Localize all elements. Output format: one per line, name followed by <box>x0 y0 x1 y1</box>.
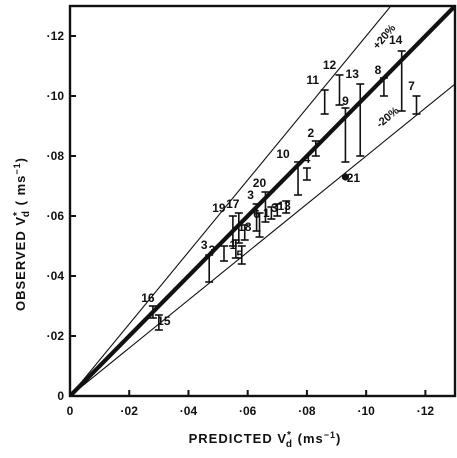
one-to-one-line <box>70 6 455 396</box>
y-tick-label: ·10 <box>47 89 65 103</box>
point-label: 3 <box>209 243 216 257</box>
point-label: 17 <box>226 197 240 211</box>
x-tick-label: ·06 <box>239 404 257 418</box>
point-label: 2 <box>307 126 314 140</box>
x-tick-label: ·04 <box>180 404 198 418</box>
point-label: 14 <box>389 33 403 47</box>
point-label: 4 <box>304 152 311 166</box>
reference-line <box>70 6 392 396</box>
point-label: 13 <box>346 67 360 81</box>
point-label: 5 <box>236 248 243 262</box>
reference-line-label: -20% <box>374 105 402 131</box>
axis-ticks: 0 ·02 ·04 ·06 ·08 ·10 ·12 0 ·02 ·04 ·06 ·08 ·10 ·12 <box>47 29 435 418</box>
y-tick-label: ·08 <box>47 149 65 163</box>
x-axis-title: PREDICTED V* d (ms−1) <box>189 430 342 450</box>
plot-frame <box>68 4 457 398</box>
x-tick-label: 0 <box>67 404 74 418</box>
error-bars <box>148 50 421 331</box>
point-label: 1 <box>230 238 237 252</box>
x-tick-label: ·12 <box>417 404 435 418</box>
point-label: 15 <box>157 314 171 328</box>
point-label: 11 <box>306 73 319 87</box>
point-label: 6 <box>253 207 260 221</box>
point-label: 21 <box>347 171 361 185</box>
x-tick-label: ·08 <box>298 404 316 418</box>
point-label: 16 <box>141 291 155 305</box>
y-tick-label: ·04 <box>47 269 65 283</box>
y-tick-label: ·12 <box>47 29 65 43</box>
point-label: 18 <box>238 220 252 234</box>
point-label: 3 <box>271 201 278 215</box>
plot-border <box>68 4 457 398</box>
point-label: 3 <box>201 238 208 252</box>
y-axis-title: OBSERVED V*d ( ms−1) <box>12 157 32 311</box>
point-label: 10 <box>276 147 290 161</box>
y-tick-label: 0 <box>57 389 64 403</box>
point-label: 20 <box>253 176 267 190</box>
y-tick-label: ·02 <box>47 329 65 343</box>
x-tick-label: ·02 <box>121 404 139 418</box>
data-point-dot <box>341 173 350 181</box>
point-label: 8 <box>375 63 382 77</box>
point-label: 12 <box>323 58 337 72</box>
reference-lines <box>70 6 455 396</box>
reference-line <box>70 83 455 396</box>
x-tick-label: ·10 <box>357 404 375 418</box>
point-label: 7 <box>408 79 415 93</box>
point-label: 1 <box>263 206 270 220</box>
point-label: 13 <box>278 199 292 213</box>
point-label: 3 <box>247 188 254 202</box>
point-label: 9 <box>342 94 349 108</box>
point-label: 19 <box>212 201 226 215</box>
y-tick-label: ·06 <box>47 209 65 223</box>
